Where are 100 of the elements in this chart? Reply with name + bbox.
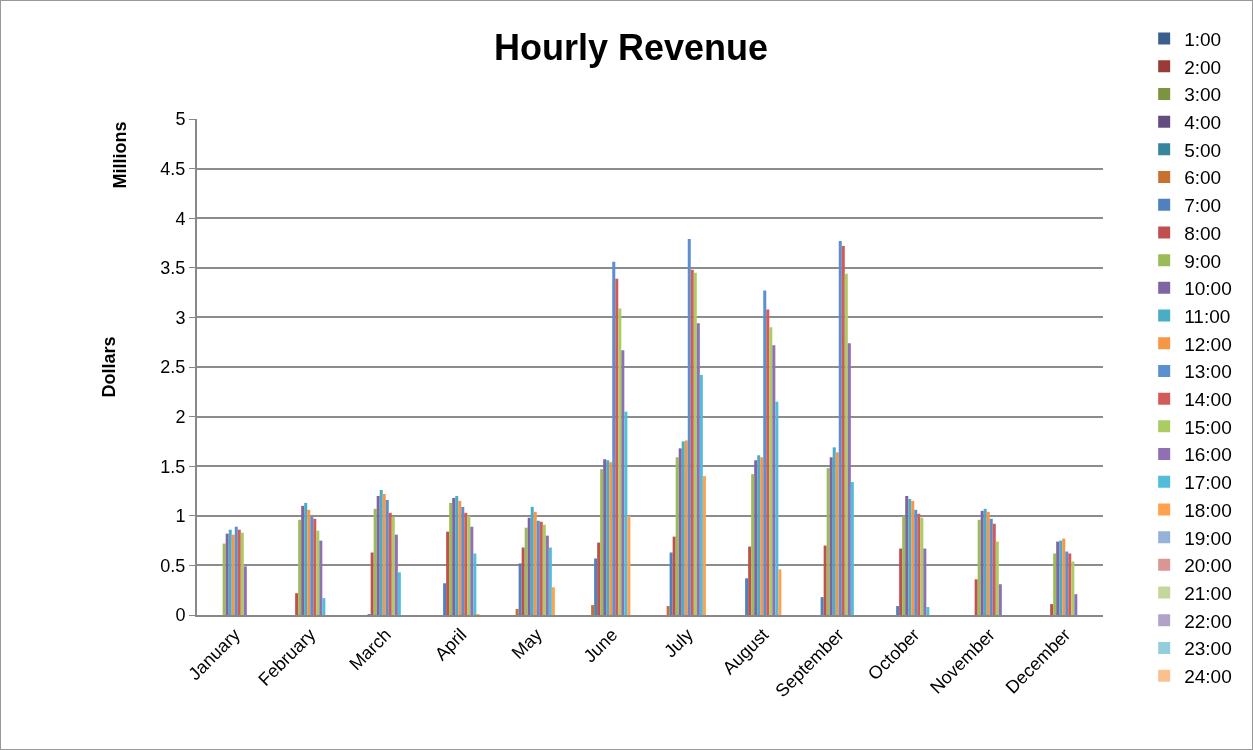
legend-label: 1:00	[1184, 28, 1222, 50]
legend-label: 16:00	[1184, 444, 1232, 466]
bar	[896, 606, 900, 615]
bar	[627, 515, 631, 615]
legend-label: 20:00	[1184, 555, 1232, 577]
bar	[231, 534, 235, 615]
bar	[1071, 561, 1075, 615]
bar	[470, 526, 474, 615]
bar	[989, 518, 993, 615]
bar	[696, 323, 700, 615]
bar	[702, 476, 706, 615]
y-tick-label: 3	[175, 307, 186, 328]
bar	[920, 517, 924, 615]
bar	[594, 558, 598, 615]
text: Millions	[110, 121, 131, 189]
bar	[548, 547, 552, 615]
bar	[600, 469, 604, 615]
bar	[926, 607, 930, 615]
bar	[838, 241, 842, 615]
bar	[977, 519, 981, 615]
bar	[391, 516, 395, 615]
y-tick-label: 2	[175, 406, 186, 427]
bar	[1053, 553, 1057, 615]
bar	[295, 593, 299, 615]
bar	[914, 509, 918, 615]
bar	[319, 540, 323, 615]
bar	[829, 457, 833, 615]
bar	[458, 500, 462, 615]
bar	[461, 506, 465, 615]
bar	[899, 548, 903, 615]
legend-label: 4:00	[1184, 112, 1222, 134]
x-tick-label: July	[660, 624, 697, 662]
bar	[228, 529, 232, 615]
y-tick-label: 4.5	[160, 158, 186, 179]
bar	[850, 482, 854, 615]
bar	[917, 513, 921, 615]
bar	[832, 447, 836, 615]
legend-label: 13:00	[1184, 361, 1232, 383]
bar	[243, 566, 247, 615]
bar	[397, 572, 401, 615]
legend-label: 15:00	[1184, 416, 1232, 438]
bar	[772, 345, 776, 615]
bar	[615, 278, 619, 615]
bar	[376, 495, 380, 615]
bar	[835, 452, 839, 615]
bar	[515, 609, 519, 615]
bar	[322, 598, 326, 615]
bar	[1050, 604, 1054, 615]
y-tick-label: 5	[175, 109, 186, 130]
bar	[394, 534, 398, 615]
legend-label: 2:00	[1184, 56, 1222, 78]
bar	[751, 474, 755, 615]
legend-label: 3:00	[1184, 84, 1222, 106]
bar	[621, 350, 625, 615]
bar	[316, 530, 320, 615]
legend-label: 11:00	[1184, 305, 1231, 327]
bar	[533, 511, 537, 615]
bar	[225, 533, 229, 615]
y-tick-label: 0.5	[160, 555, 186, 576]
bar	[672, 536, 676, 615]
bar	[669, 552, 673, 615]
bar	[524, 527, 528, 615]
bar	[666, 606, 670, 615]
bar	[823, 545, 827, 615]
bar	[385, 499, 389, 615]
bar	[518, 563, 522, 615]
y-axis-title: Dollars	[99, 336, 120, 398]
bar	[820, 597, 824, 615]
legend-label: 10:00	[1184, 278, 1232, 300]
bar	[687, 239, 691, 615]
bar	[745, 578, 749, 615]
bar	[748, 546, 752, 615]
y-tick-label: 4	[175, 208, 186, 229]
y-tick-label: 2.5	[160, 357, 186, 378]
bar	[778, 569, 782, 615]
bar	[624, 411, 628, 615]
bar	[847, 343, 851, 615]
bar	[992, 523, 996, 615]
bar	[370, 552, 374, 615]
legend-label: 6:00	[1184, 167, 1222, 189]
bar	[675, 457, 679, 615]
legend-label: 14:00	[1184, 389, 1232, 411]
bar	[307, 509, 311, 615]
bar	[844, 273, 848, 615]
legend-label: 24:00	[1184, 666, 1232, 688]
bar	[545, 535, 549, 615]
bar	[775, 401, 779, 615]
bar	[591, 605, 595, 615]
bar	[754, 460, 758, 615]
bar	[995, 541, 999, 615]
bar	[597, 542, 601, 615]
bar	[379, 490, 383, 615]
bar	[388, 512, 392, 615]
bar	[678, 448, 682, 615]
bar	[443, 583, 447, 615]
legend-label: 23:00	[1184, 638, 1232, 660]
bar	[923, 548, 927, 615]
legend-label: 19:00	[1184, 527, 1232, 549]
bar	[446, 531, 450, 615]
legend-label: 17:00	[1184, 472, 1232, 494]
